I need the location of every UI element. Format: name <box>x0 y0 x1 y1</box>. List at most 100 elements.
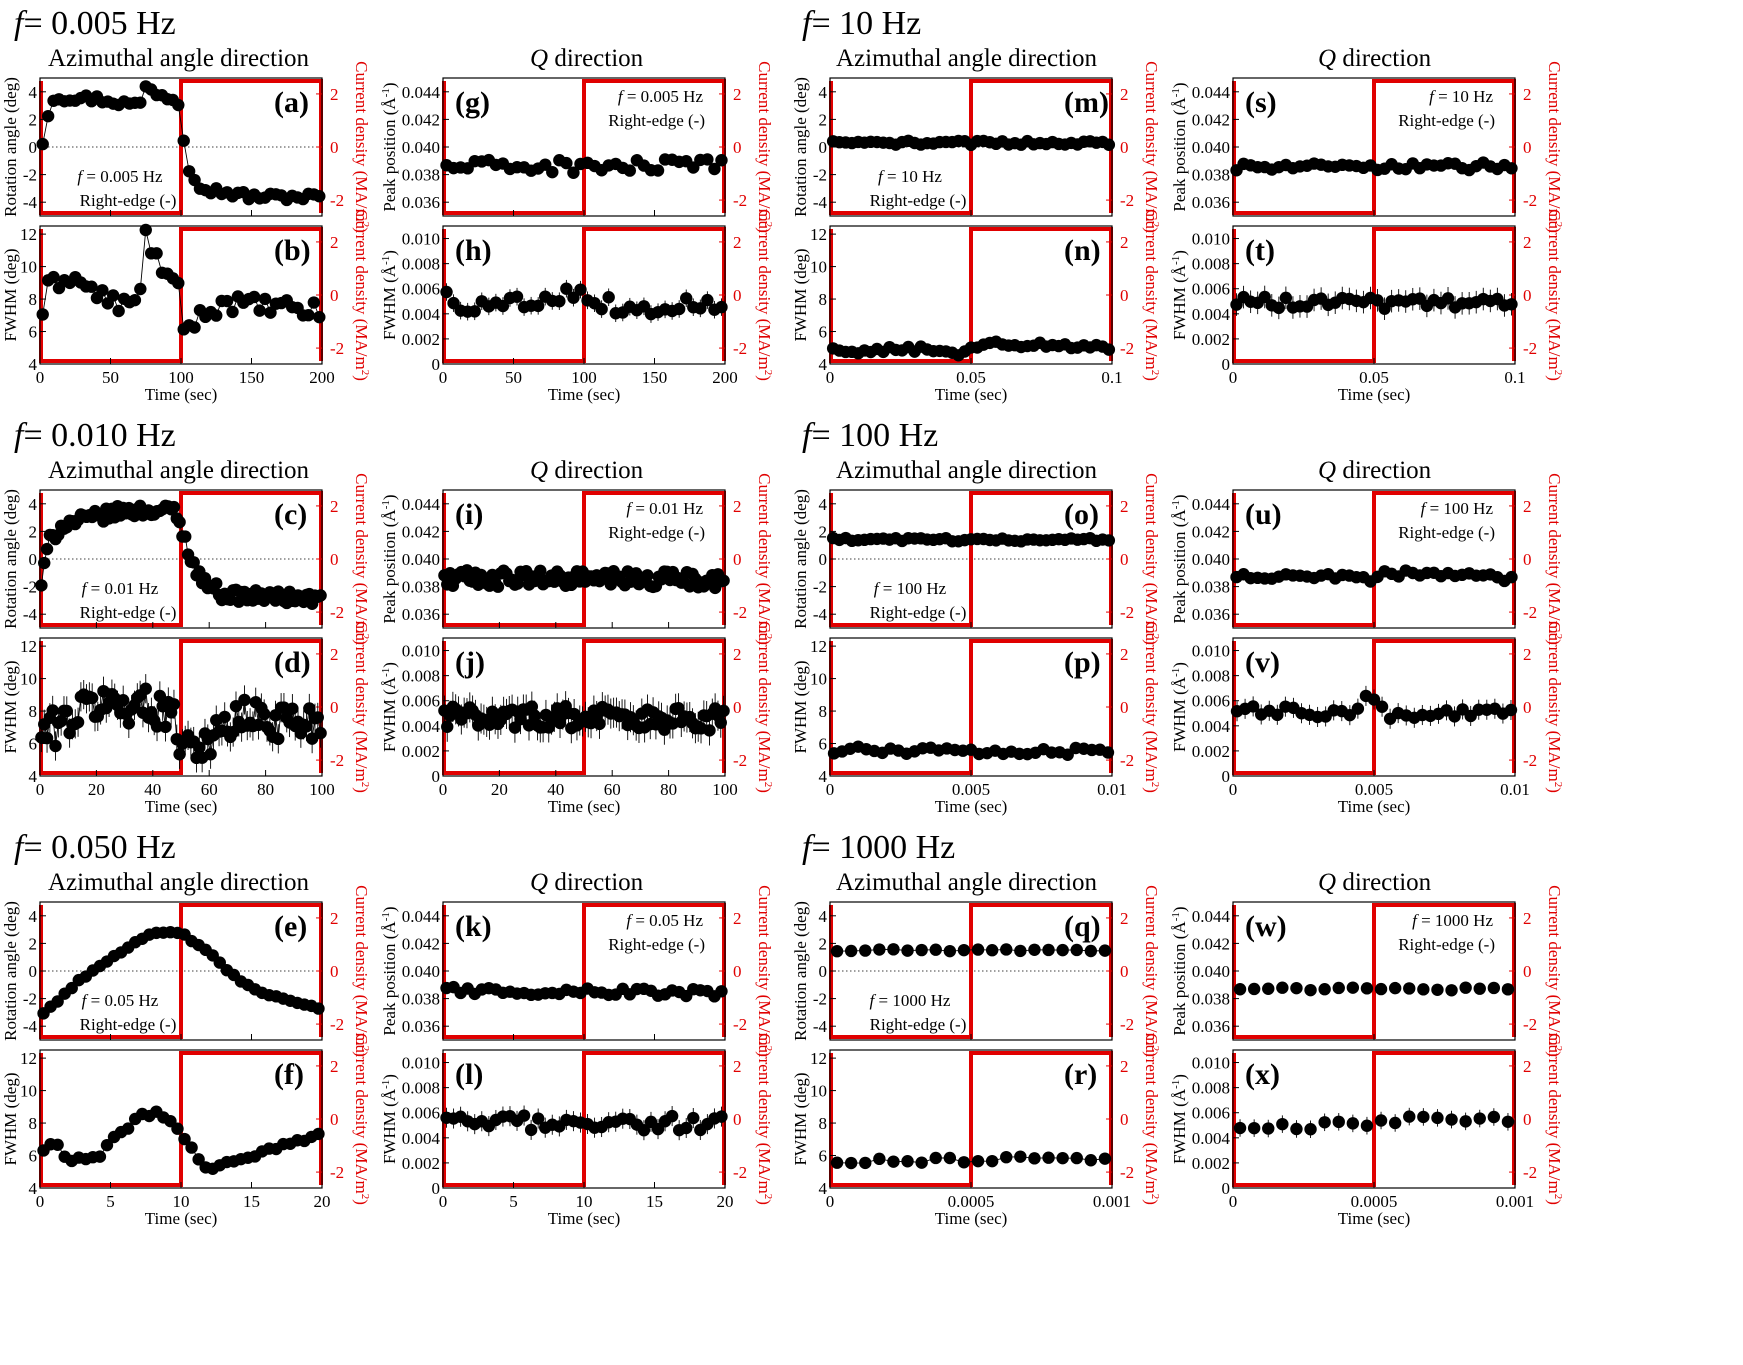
current-density-label: Current density (MA/m2) <box>1142 209 1161 381</box>
x-tick-label: 0.05 <box>1359 368 1389 387</box>
data-point <box>1276 1117 1289 1131</box>
right-tick-label: -2 <box>330 1015 344 1034</box>
data-point <box>1271 708 1284 722</box>
x-tick-label: 0 <box>1229 1192 1238 1211</box>
right-tick-label: 2 <box>1120 645 1129 664</box>
x-tick-label: 10 <box>576 1192 593 1211</box>
right-tick-label: 2 <box>1523 497 1532 516</box>
annotation-frequency: f = 1000 Hz <box>870 991 951 1010</box>
right-tick-label: 2 <box>733 497 742 516</box>
annotation-edge: Right-edge (-) <box>80 603 177 622</box>
y-tick-label: 0.008 <box>402 667 440 686</box>
right-tick-label: -2 <box>1120 191 1134 210</box>
annotation-frequency: f = 0.005 Hz <box>77 167 163 186</box>
frequency-label: f= 100 Hz <box>802 417 938 454</box>
y-tick-label: 6 <box>819 1147 828 1166</box>
y-tick-label: 0.010 <box>402 642 440 661</box>
y-tick-label: 6 <box>29 1147 38 1166</box>
data-point <box>441 720 454 733</box>
annotation-value: = 0.05 Hz <box>631 911 703 930</box>
y-tick-label: 0.042 <box>402 934 440 953</box>
y-tick-label: 0.044 <box>402 907 441 926</box>
panel-label: (p) <box>1064 646 1101 679</box>
right-tick-label: 2 <box>1523 233 1532 252</box>
current-label-main: Current density (MA/m <box>1545 473 1564 634</box>
right-tick-label: 0 <box>733 138 742 157</box>
data-point <box>1332 1115 1345 1129</box>
y-label-exponent: -1 <box>380 912 392 921</box>
data-point <box>1262 982 1275 995</box>
y-tick-label: 0.004 <box>402 305 441 324</box>
data-point <box>1000 1150 1013 1164</box>
right-tick-label: -2 <box>733 1163 747 1182</box>
x-tick-label: 0.001 <box>1093 1192 1131 1211</box>
annotation-edge: Right-edge (-) <box>1398 111 1495 130</box>
x-tick-label: 0 <box>826 780 835 799</box>
y-tick-label: -2 <box>23 578 37 597</box>
panel-label: (i) <box>455 498 483 531</box>
x-tick-label: 20 <box>314 1192 331 1211</box>
data-point <box>128 293 142 307</box>
azimuthal-title: Azimuthal angle direction <box>48 45 310 72</box>
data-point <box>210 577 223 590</box>
y-tick-label: 0.008 <box>1192 1079 1230 1098</box>
y-tick-label: 0.040 <box>402 138 440 157</box>
annotation-symbol: f <box>618 87 625 106</box>
y-tick-label: 8 <box>29 1114 38 1133</box>
y-tick-label: 8 <box>819 702 828 721</box>
right-tick-label: -2 <box>733 339 747 358</box>
x-tick-label: 0 <box>36 780 45 799</box>
data-point <box>985 1154 999 1168</box>
y-tick-label: 4 <box>819 355 828 374</box>
y-tick-label: 4 <box>819 495 828 514</box>
right-tick-label: 2 <box>733 909 742 928</box>
y-label-close: ) <box>1170 1074 1189 1080</box>
y-axis-label: Peak position (Å-1) <box>380 494 399 623</box>
y-axis-label: Peak position (Å-1) <box>380 82 399 211</box>
right-tick-label: -2 <box>330 191 344 210</box>
right-tick-label: -2 <box>1523 339 1537 358</box>
current-label-close: ) <box>1545 639 1564 645</box>
current-label-exponent: 2 <box>762 370 774 376</box>
frequency-label: f= 10 Hz <box>802 5 921 42</box>
data-point <box>1417 1110 1430 1124</box>
y-label-close: ) <box>1170 82 1189 88</box>
data-point <box>637 1123 651 1137</box>
current-label-main: Current density (MA/m <box>1142 1033 1161 1194</box>
y-tick-label: 0.008 <box>1192 255 1230 274</box>
data-point <box>957 943 971 957</box>
right-tick-label: 2 <box>1523 85 1532 104</box>
data-point <box>1445 984 1458 997</box>
current-label-exponent: 2 <box>359 782 371 788</box>
x-axis-label: Time (sec) <box>1338 385 1411 404</box>
data-point <box>1487 1110 1501 1124</box>
current-label-main: Current density (MA/m <box>1142 885 1161 1046</box>
data-point <box>1505 298 1518 311</box>
y-tick-label: 0.002 <box>1192 330 1230 349</box>
right-tick-label: -2 <box>330 751 344 770</box>
data-point <box>150 247 163 260</box>
data-point <box>715 300 728 314</box>
data-point <box>859 1156 872 1170</box>
y-axis-label: FWHM (deg) <box>1 660 20 753</box>
current-waveform <box>1232 903 1516 1039</box>
annotation-symbol: f <box>77 167 84 186</box>
data-point <box>226 305 239 319</box>
data-point <box>187 556 200 569</box>
right-tick-label: 0 <box>1120 286 1129 305</box>
y-tick-label: 4 <box>819 907 828 926</box>
y-tick-label: 0 <box>432 767 441 786</box>
y-tick-label: 2 <box>819 934 828 953</box>
data-point <box>440 285 453 299</box>
annotation-value: = 1000 Hz <box>1417 911 1494 930</box>
y-tick-label: 0.040 <box>402 550 440 569</box>
data-point <box>830 945 844 958</box>
y-tick-label: 0.044 <box>1192 83 1231 102</box>
panel-x: 0 0.002 0.004 0.006 0.008 0.010 -2 0 2 0 0.0005 0.0… <box>1170 1033 1564 1228</box>
data-point <box>1276 981 1289 994</box>
current-density-label: Current density (MA/m2) <box>1545 61 1564 233</box>
data-point <box>49 739 62 753</box>
current-label-exponent: 2 <box>1149 782 1161 788</box>
y-tick-label: 0.038 <box>1192 990 1230 1009</box>
q-symbol: Q <box>1318 45 1336 72</box>
